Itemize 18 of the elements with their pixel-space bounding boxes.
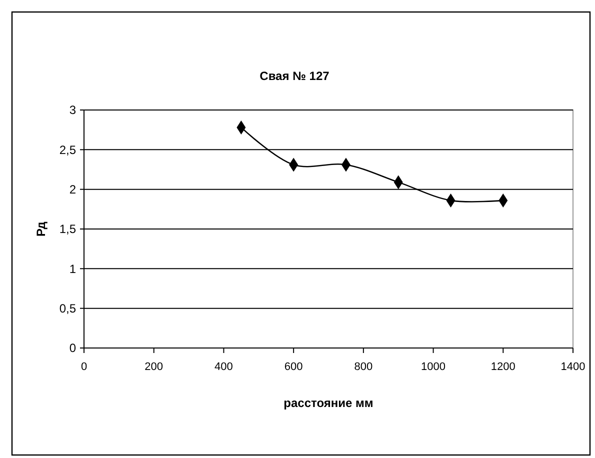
y-tick-label: 1,5 — [59, 222, 76, 236]
x-tick-label: 800 — [354, 361, 373, 373]
x-tick-label: 600 — [284, 361, 303, 373]
x-tick-label: 400 — [214, 361, 233, 373]
x-tick-label: 0 — [80, 361, 88, 373]
x-tick-label: 1400 — [560, 361, 586, 373]
y-tick-label: 3 — [69, 103, 76, 118]
x-tick-label: 1000 — [421, 361, 446, 373]
y-tick-label: 2,5 — [59, 142, 76, 157]
x-axis-title: расстояние мм — [284, 396, 374, 410]
y-tick-label: 0 — [69, 341, 76, 356]
y-tick-label: 1 — [69, 262, 76, 276]
chart-title: Свая № 127 — [260, 69, 330, 83]
x-tick-label: 200 — [144, 361, 164, 373]
y-axis-title: Рд — [34, 221, 48, 236]
x-tick-label: 1200 — [490, 361, 516, 373]
y-tick-label: 2 — [69, 182, 76, 197]
y-tick-label: 0,5 — [59, 302, 76, 316]
